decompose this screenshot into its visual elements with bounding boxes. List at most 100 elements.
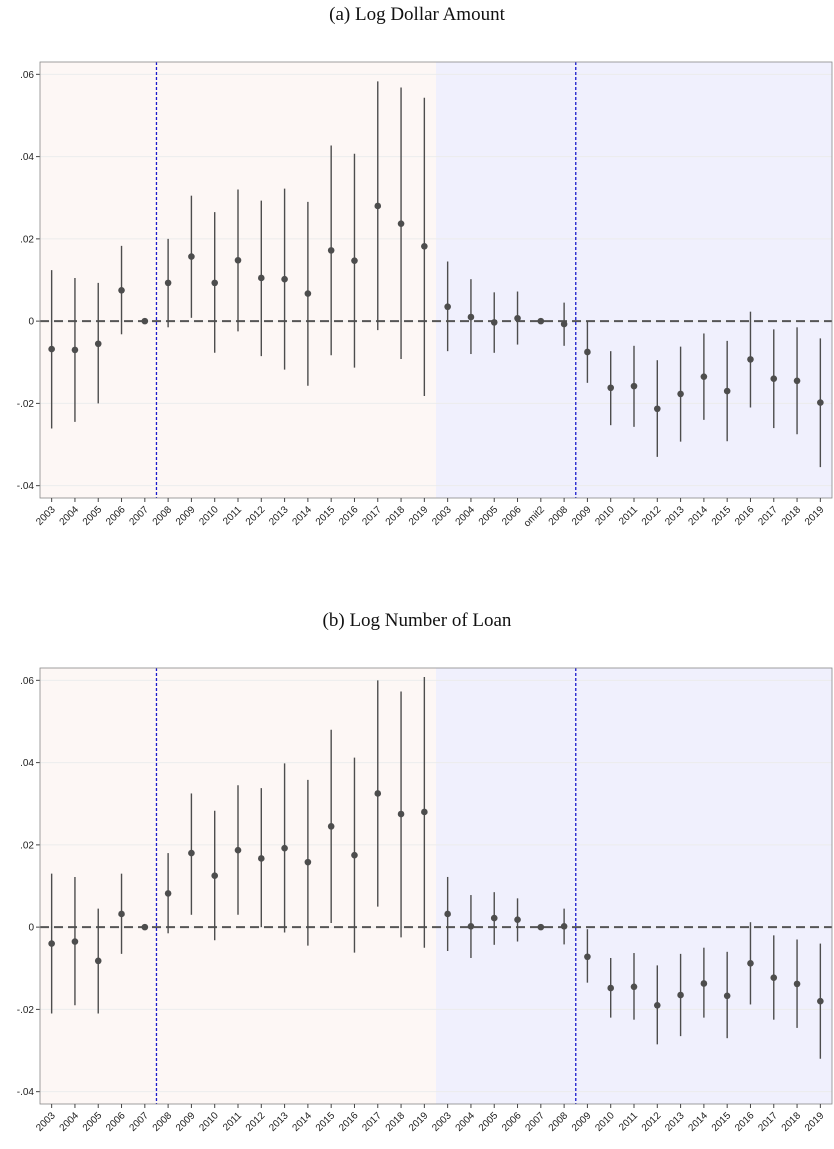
point-estimate bbox=[700, 980, 708, 987]
point-estimate bbox=[584, 953, 591, 961]
point-estimate bbox=[118, 910, 125, 918]
point-estimate bbox=[281, 844, 288, 852]
region-background bbox=[436, 668, 832, 1104]
plot-frame bbox=[39, 667, 833, 1105]
x-tick-label: 2006 bbox=[104, 504, 128, 528]
point-estimate bbox=[490, 914, 498, 922]
x-tick-label: 2017 bbox=[756, 504, 780, 528]
y-tick-label: .06 bbox=[20, 70, 34, 81]
x-tick-label: 2018 bbox=[780, 1110, 804, 1134]
point-estimate bbox=[374, 790, 382, 797]
x-tick-label: 2016 bbox=[733, 504, 757, 528]
x-tick-label: 2013 bbox=[663, 504, 687, 528]
point-estimate bbox=[514, 916, 521, 924]
point-estimate bbox=[141, 317, 149, 325]
x-tick-label: 2003 bbox=[430, 1110, 454, 1134]
point-estimate bbox=[421, 242, 428, 250]
x-tick-label: 2014 bbox=[686, 1110, 710, 1134]
x-tick-label: 2007 bbox=[127, 1110, 151, 1134]
point-estimate bbox=[607, 984, 615, 992]
point-estimate bbox=[397, 810, 405, 818]
point-estimate bbox=[141, 923, 149, 931]
x-tick-label: 2003 bbox=[430, 504, 454, 528]
x-tick-label: 2019 bbox=[407, 504, 431, 528]
y-tick-label: 0 bbox=[28, 923, 34, 934]
x-tick-label: 2018 bbox=[780, 504, 804, 528]
y-tick-label: -.04 bbox=[17, 1087, 35, 1098]
x-tick-label: 2015 bbox=[710, 504, 734, 528]
x-tick-label: 2003 bbox=[34, 1110, 58, 1134]
chart-title: (b) Log Number of Loan bbox=[323, 610, 512, 631]
point-estimate bbox=[304, 290, 312, 297]
x-tick-label: 2009 bbox=[570, 1110, 594, 1134]
x-tick-label: 2014 bbox=[290, 1110, 314, 1134]
point-estimate bbox=[188, 253, 195, 260]
point-estimate bbox=[467, 313, 475, 321]
point-estimate bbox=[211, 872, 219, 880]
y-tick-label: .04 bbox=[20, 152, 34, 163]
point-estimate bbox=[164, 279, 172, 287]
y-tick-label: -.04 bbox=[17, 481, 35, 492]
x-tick-label: 2004 bbox=[58, 504, 82, 528]
point-estimate bbox=[630, 983, 638, 991]
point-estimate bbox=[234, 256, 242, 264]
x-tick-label: 2010 bbox=[197, 1110, 221, 1134]
x-tick-label: omit2 bbox=[522, 504, 547, 529]
x-tick-label: 2004 bbox=[454, 504, 478, 528]
x-tick-label: 2013 bbox=[267, 1110, 291, 1134]
point-estimate bbox=[444, 303, 451, 311]
point-estimate bbox=[421, 808, 428, 816]
x-tick-label: 2019 bbox=[407, 1110, 431, 1134]
point-estimate bbox=[188, 849, 195, 857]
x-tick-label: 2005 bbox=[477, 1110, 501, 1134]
x-tick-label: 2010 bbox=[593, 1110, 617, 1134]
y-tick-label: -.02 bbox=[17, 1005, 35, 1016]
point-estimate bbox=[560, 923, 568, 930]
point-estimate bbox=[560, 320, 568, 328]
x-tick-label: 2019 bbox=[803, 1110, 827, 1134]
y-tick-label: .02 bbox=[20, 840, 34, 851]
plot-frame bbox=[39, 61, 833, 499]
point-estimate bbox=[490, 319, 498, 326]
y-tick-label: 0 bbox=[28, 317, 34, 328]
point-estimate bbox=[397, 220, 405, 227]
point-estimate bbox=[164, 890, 172, 897]
x-tick-label: 2015 bbox=[314, 504, 338, 528]
x-tick-label: 2007 bbox=[523, 1110, 547, 1134]
x-tick-label: 2016 bbox=[733, 1110, 757, 1134]
x-tick-label: 2011 bbox=[617, 504, 640, 527]
point-estimate bbox=[514, 314, 521, 322]
x-tick-label: 2008 bbox=[547, 504, 571, 528]
x-tick-label: 2007 bbox=[127, 504, 151, 528]
x-tick-label: 2003 bbox=[34, 504, 58, 528]
point-estimate bbox=[48, 345, 55, 353]
x-tick-label: 2010 bbox=[197, 504, 221, 528]
point-estimate bbox=[257, 274, 265, 282]
point-estimate bbox=[234, 846, 242, 854]
x-tick-label: 2005 bbox=[81, 504, 105, 528]
x-tick-label: 2009 bbox=[570, 504, 594, 528]
point-estimate bbox=[770, 974, 778, 982]
point-estimate bbox=[817, 997, 824, 1005]
x-tick-label: 2005 bbox=[81, 1110, 105, 1134]
point-estimate bbox=[653, 405, 661, 413]
x-tick-label: 2018 bbox=[384, 504, 408, 528]
point-estimate bbox=[537, 317, 545, 325]
point-estimate bbox=[48, 940, 55, 947]
point-estimate bbox=[304, 858, 312, 866]
point-estimate bbox=[351, 851, 358, 859]
x-tick-label: 2015 bbox=[710, 1110, 734, 1134]
x-tick-label: 2009 bbox=[174, 504, 198, 528]
x-tick-label: 2004 bbox=[58, 1110, 82, 1134]
point-estimate bbox=[723, 387, 731, 395]
point-estimate bbox=[281, 275, 288, 283]
x-tick-label: 2004 bbox=[454, 1110, 478, 1134]
x-tick-label: 2018 bbox=[384, 1110, 408, 1134]
point-estimate bbox=[327, 247, 335, 254]
point-estimate bbox=[747, 356, 754, 363]
point-estimate bbox=[118, 286, 125, 294]
point-estimate bbox=[374, 202, 382, 210]
x-tick-label: 2008 bbox=[151, 1110, 175, 1134]
point-estimate bbox=[677, 390, 684, 398]
